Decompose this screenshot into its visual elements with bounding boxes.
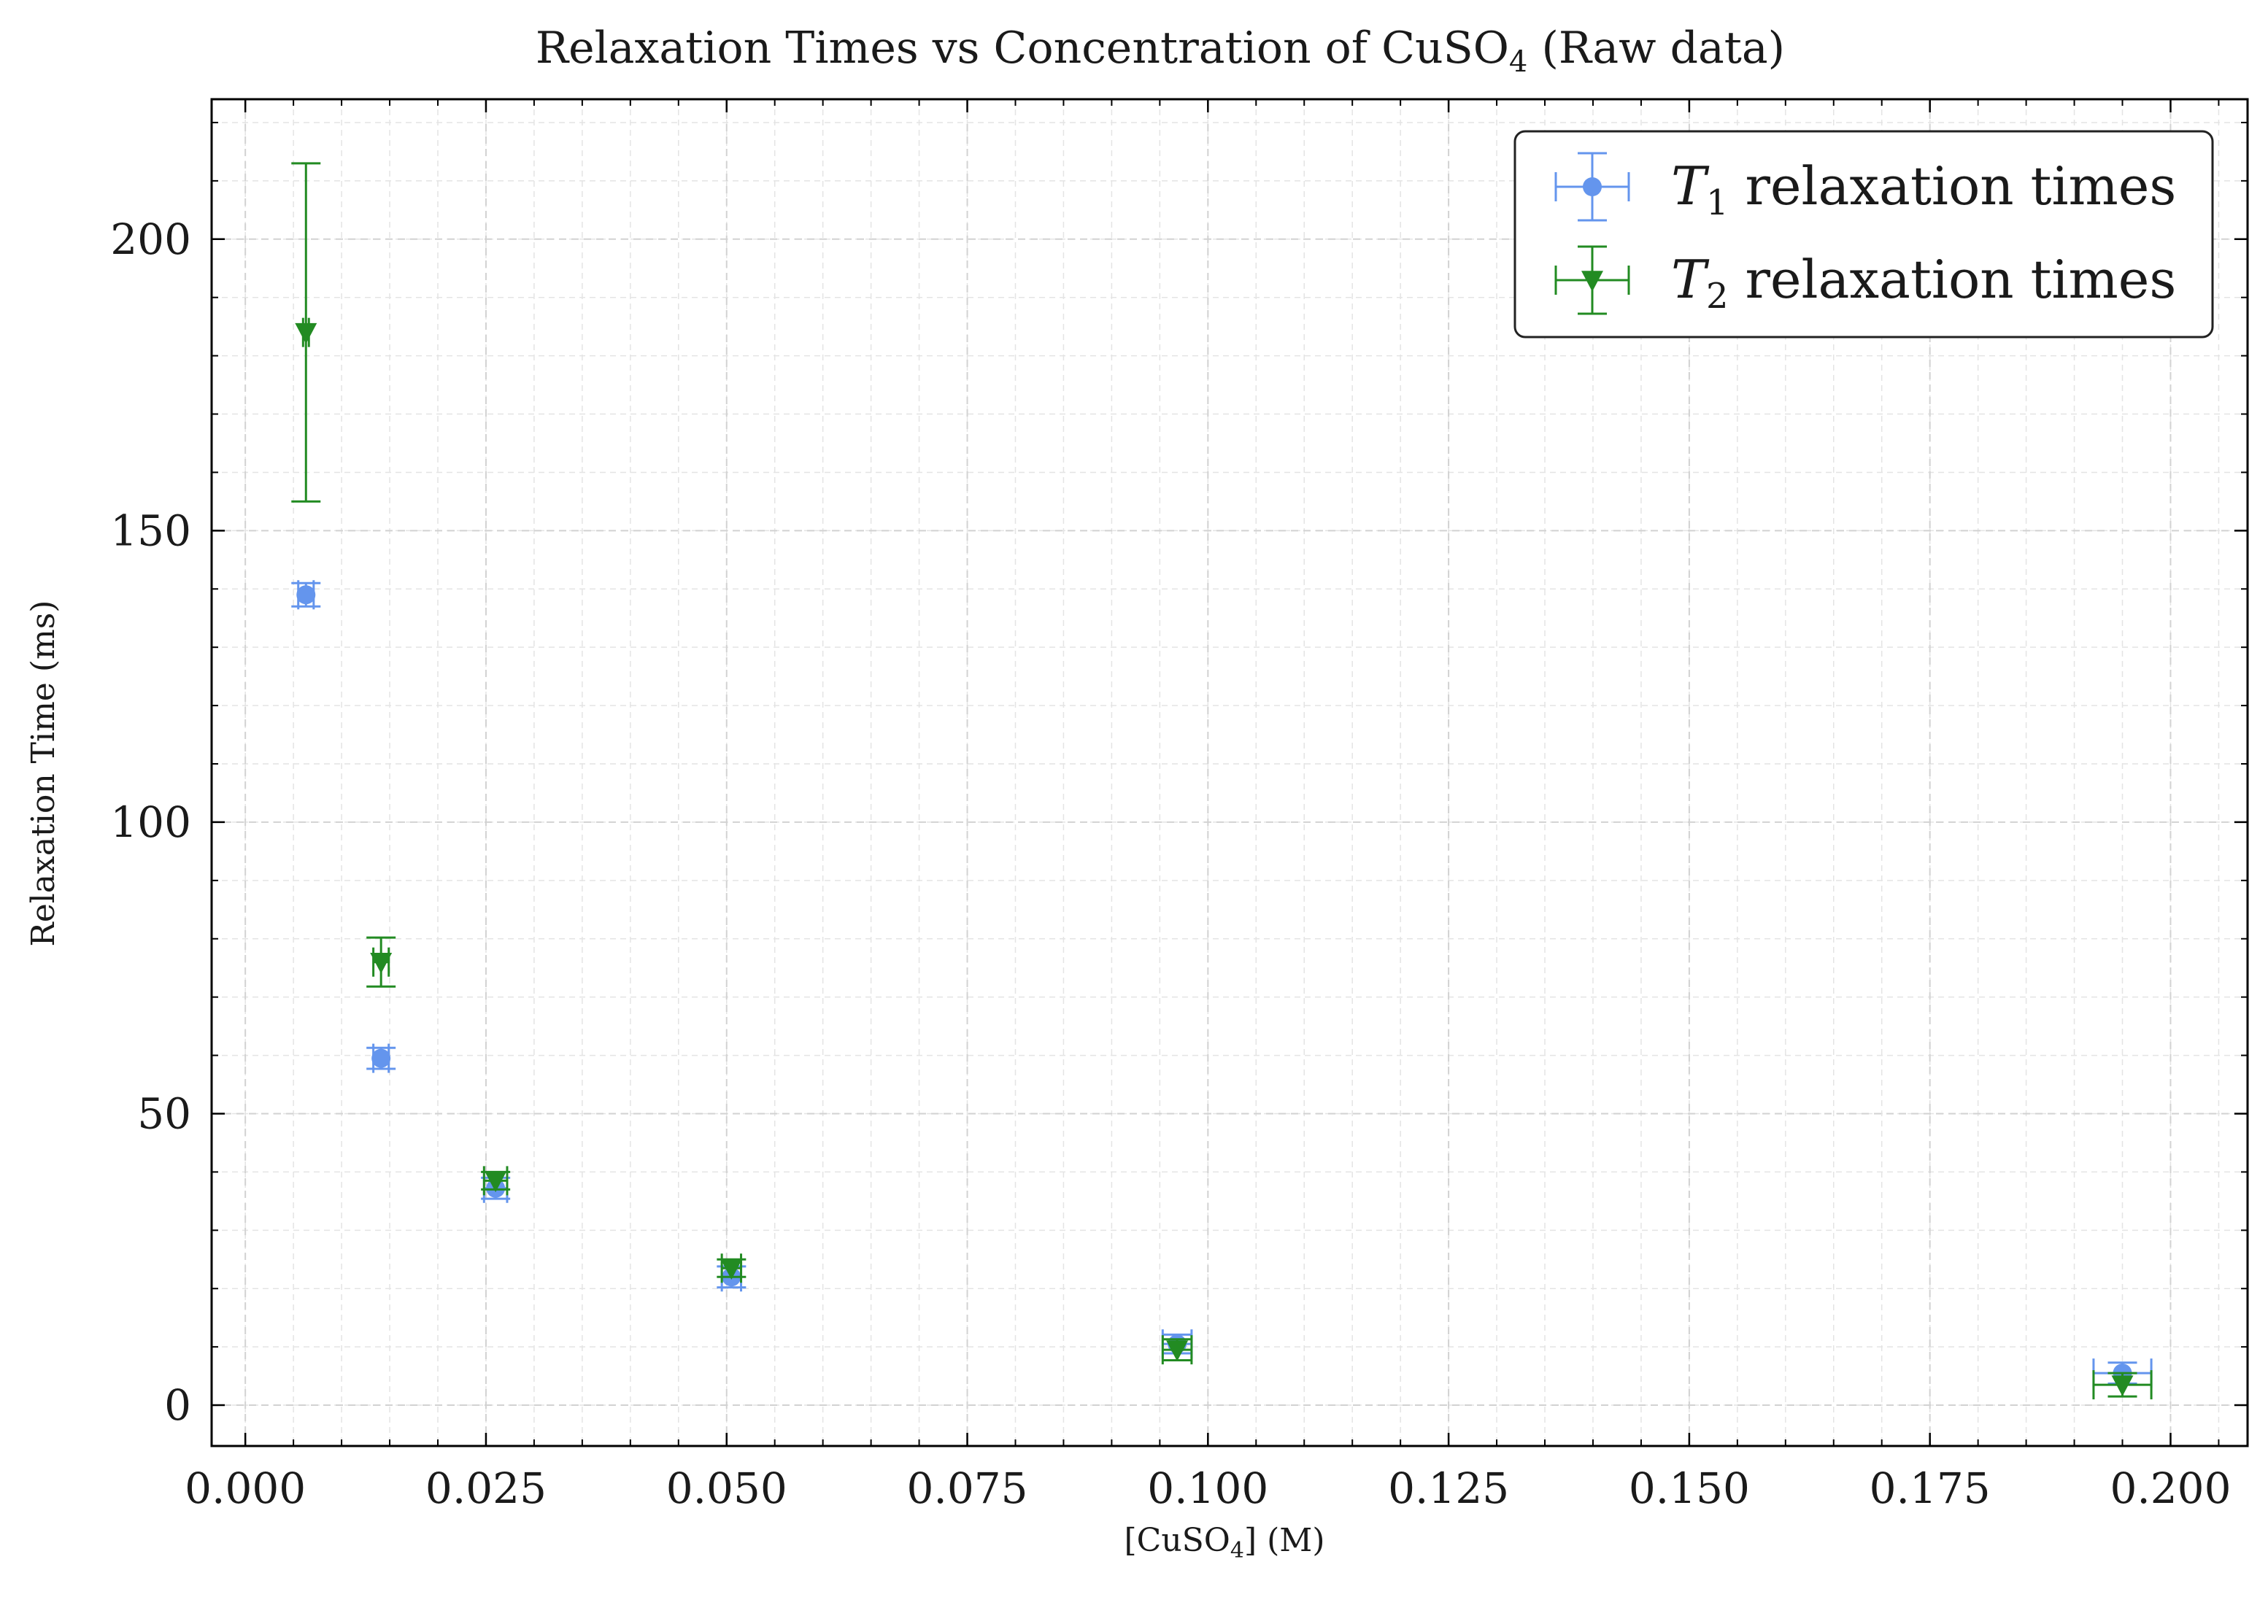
marker bbox=[295, 322, 317, 344]
data-point bbox=[1161, 1335, 1193, 1365]
legend-box bbox=[1513, 130, 2214, 339]
chart-title-main: Relaxation Times vs Concentration of CuS… bbox=[536, 23, 1509, 74]
x-axis-label: [CuSO4] (M) bbox=[1124, 1522, 1324, 1563]
data-point bbox=[291, 580, 321, 610]
plot-frame bbox=[210, 98, 2249, 1447]
y-axis-label: Relaxation Time (ms) bbox=[25, 600, 62, 947]
x-axis-label-tail: ] (M) bbox=[1244, 1522, 1325, 1559]
marker bbox=[371, 1048, 391, 1068]
legend-label-text: relaxation times bbox=[1729, 249, 2177, 310]
legend-label-symbol: T bbox=[1671, 155, 1710, 217]
chart-title: Relaxation Times vs Concentration of CuS… bbox=[536, 23, 1785, 79]
x-tick-labels: 0.000 0.025 0.050 0.075 0.100 0.125 0.150 0.175… bbox=[185, 1463, 2231, 1513]
legend-label-subscript: 2 bbox=[1706, 276, 1729, 317]
y-tick-label: 50 bbox=[137, 1089, 191, 1138]
legend-label: T2 relaxation times bbox=[1671, 249, 2176, 317]
chart-title-tail: (Raw data) bbox=[1527, 23, 1785, 74]
x-tick-label: 0.050 bbox=[666, 1463, 787, 1513]
data-series bbox=[291, 162, 2153, 1400]
marker bbox=[720, 1258, 743, 1280]
y-tick-label: 200 bbox=[110, 214, 191, 264]
marker bbox=[1166, 1340, 1189, 1361]
x-tick-label: 0.075 bbox=[907, 1463, 1028, 1513]
data-point bbox=[366, 936, 396, 988]
y-tick-label: 150 bbox=[110, 506, 191, 555]
legend-entry-1: T1 relaxation times bbox=[1554, 152, 2176, 223]
data-point bbox=[481, 1166, 511, 1196]
data-point bbox=[366, 1043, 396, 1073]
x-tick-label: 0.200 bbox=[2110, 1463, 2231, 1513]
legend-label-subscript: 1 bbox=[1706, 182, 1729, 223]
x-tick-label: 0.025 bbox=[425, 1463, 547, 1513]
y-tick-label: 100 bbox=[110, 797, 191, 847]
y-tick-label: 0 bbox=[164, 1380, 191, 1430]
x-tick-label: 0.175 bbox=[1870, 1463, 1991, 1513]
x-tick-label: 0.125 bbox=[1388, 1463, 1509, 1513]
x-tick-label: 0.000 bbox=[185, 1463, 306, 1513]
legend-marker bbox=[1581, 271, 1603, 292]
legend-label-symbol: T bbox=[1671, 249, 1710, 310]
marker bbox=[370, 952, 393, 974]
legend-entry-2: T2 relaxation times bbox=[1554, 245, 2176, 317]
legend-marker bbox=[1583, 177, 1602, 196]
data-point bbox=[2092, 1370, 2153, 1400]
data-point bbox=[291, 162, 321, 503]
y-tick-labels: 0 50 100 150 200 bbox=[110, 214, 191, 1430]
data-point bbox=[717, 1253, 747, 1283]
x-axis-label-main: [CuSO bbox=[1124, 1522, 1230, 1559]
chart-title-subscript: 4 bbox=[1509, 45, 1527, 79]
series-2 bbox=[291, 162, 2153, 1400]
x-axis-label-subscript: 4 bbox=[1230, 1538, 1244, 1563]
marker bbox=[2111, 1375, 2134, 1396]
legend-label-text: relaxation times bbox=[1729, 155, 2177, 217]
marker bbox=[296, 585, 316, 605]
x-tick-label: 0.100 bbox=[1147, 1463, 1268, 1513]
marker bbox=[485, 1171, 507, 1193]
x-tick-label: 0.150 bbox=[1629, 1463, 1750, 1513]
legend-label: T1 relaxation times bbox=[1671, 155, 2176, 223]
